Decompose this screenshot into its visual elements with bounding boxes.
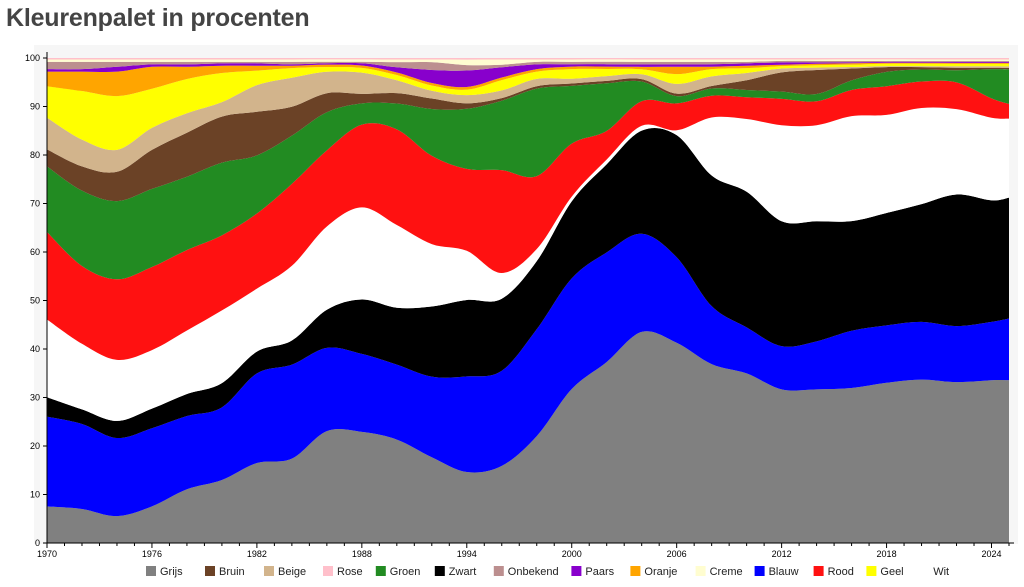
legend-swatch xyxy=(493,566,504,576)
axes: 0 10 20 30 40 50 60 70 80 90 100 1970 1976 1982 1988 19… xyxy=(25,52,1014,559)
y-tick-label: 10 xyxy=(30,490,40,500)
legend-swatch xyxy=(434,566,445,576)
legend-item-zwart: Zwart xyxy=(434,566,477,578)
legend-label: Rose xyxy=(337,566,363,578)
legend-item-rose: Rose xyxy=(323,566,363,578)
area-blauw xyxy=(47,233,1009,517)
y-tick-label: 100 xyxy=(25,53,40,63)
legend-label: Blauw xyxy=(769,566,799,578)
x-tick-label: 1982 xyxy=(247,549,267,559)
area-rose xyxy=(47,58,1009,60)
series-areas xyxy=(47,58,1009,543)
legend-swatch xyxy=(866,566,877,576)
area-wit xyxy=(47,107,1009,421)
legend-label: Oranje xyxy=(644,566,677,578)
legend-swatch xyxy=(375,566,386,576)
x-tick-label: 2006 xyxy=(667,549,687,559)
legend-swatch xyxy=(813,566,824,576)
legend-item-blauw: Blauw xyxy=(754,566,799,578)
y-tick-label: 70 xyxy=(30,199,40,209)
legend-swatch xyxy=(630,566,641,576)
legend-label: Groen xyxy=(390,566,421,578)
legend-label: Creme xyxy=(710,566,743,578)
legend-item-geel: Geel xyxy=(866,566,904,578)
y-tick-label: 80 xyxy=(30,150,40,160)
legend-item-oranje: Oranje xyxy=(630,566,677,578)
x-tick-label: 1976 xyxy=(142,549,162,559)
legend-swatch xyxy=(323,566,333,576)
y-tick-label: 60 xyxy=(30,247,40,257)
area-beige xyxy=(47,66,1009,173)
area-bruin xyxy=(47,66,1009,202)
legend-label: Onbekend xyxy=(508,566,559,578)
y-tick-label: 50 xyxy=(30,296,40,306)
legend-item-rood: Rood xyxy=(813,566,854,578)
area-zwart xyxy=(47,127,1009,439)
legend-swatch xyxy=(146,566,156,576)
x-tick-label: 1988 xyxy=(352,549,372,559)
y-tick-label: 20 xyxy=(30,441,40,451)
legend-item-beige: Beige xyxy=(264,566,306,578)
y-tick-label: 90 xyxy=(30,102,40,112)
area-geel xyxy=(47,63,1009,151)
legend: Grijs Bruin Beige Rose Groen Zwart Onbekend Paa… xyxy=(146,565,949,578)
x-tick-label: 2018 xyxy=(877,549,897,559)
x-tick-label: 2000 xyxy=(562,549,582,559)
legend-item-bruin: Bruin xyxy=(205,566,245,578)
x-tick-label: 2024 xyxy=(981,549,1001,559)
page-title: Kleurenpalet in procenten xyxy=(6,4,310,32)
area-rood xyxy=(47,80,1009,360)
y-tick-label: 0 xyxy=(35,538,40,548)
area-onbekend xyxy=(47,60,1009,71)
legend-swatch xyxy=(205,566,215,576)
x-tick-label: 2012 xyxy=(772,549,792,559)
legend-label: Rood xyxy=(828,566,854,578)
y-tick-label: 40 xyxy=(30,344,40,354)
area-creme xyxy=(47,59,1009,66)
legend-item-creme: Creme xyxy=(695,566,743,578)
legend-swatch xyxy=(754,566,765,576)
legend-label: Zwart xyxy=(449,566,477,578)
legend-item-groen: Groen xyxy=(375,566,421,578)
y-tick-label: 30 xyxy=(30,393,40,403)
legend-label: Grijs xyxy=(160,566,183,578)
legend-item-wit: Wit xyxy=(918,565,949,578)
legend-item-paars: Paars xyxy=(571,566,615,578)
x-tick-label: 1970 xyxy=(37,549,57,559)
legend-item-onbekend: Onbekend xyxy=(493,566,559,578)
legend-label: Bruin xyxy=(219,566,245,578)
area-grijs xyxy=(47,331,1009,543)
area-paars xyxy=(47,61,1009,88)
legend-swatch xyxy=(918,565,930,577)
legend-swatch xyxy=(571,566,582,576)
area-groen xyxy=(47,69,1009,280)
legend-label: Wit xyxy=(933,566,949,578)
x-tick-label: 1994 xyxy=(457,549,477,559)
legend-swatch xyxy=(695,566,706,576)
legend-swatch xyxy=(264,566,274,576)
legend-label: Paars xyxy=(585,566,614,578)
legend-item-grijs: Grijs xyxy=(146,566,183,578)
legend-label: Beige xyxy=(278,566,306,578)
legend-label: Geel xyxy=(880,566,903,578)
